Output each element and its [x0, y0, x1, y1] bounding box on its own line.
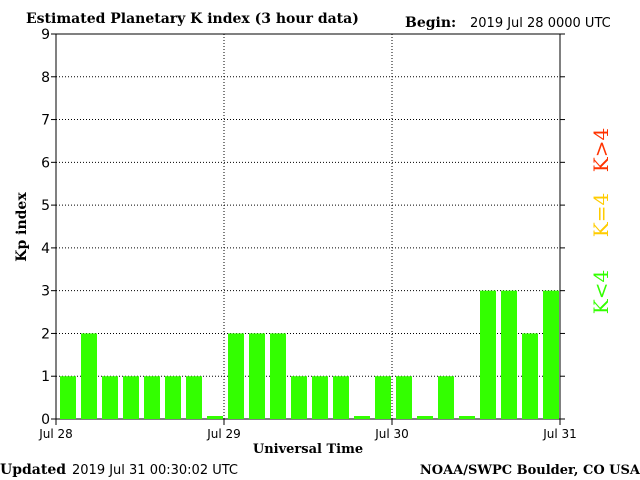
kp-bar — [186, 376, 202, 419]
legend: K>4 K=4 K<4 — [589, 128, 613, 314]
begin-value: 2019 Jul 28 0000 UTC — [470, 16, 611, 31]
kp-bar — [459, 416, 475, 419]
bars — [60, 290, 559, 419]
kp-bar — [291, 376, 307, 419]
y-tick-label: 1 — [41, 369, 50, 385]
legend-entry: K<4 — [589, 270, 613, 314]
y-tick-label: 9 — [41, 27, 50, 43]
kp-bar — [543, 290, 559, 419]
y-tick-label: 5 — [41, 198, 50, 214]
kp-bar — [144, 376, 160, 419]
kp-bar — [81, 333, 97, 419]
y-tick-label: 3 — [41, 284, 50, 300]
kp-bar — [165, 376, 181, 419]
kp-bar — [270, 333, 286, 419]
x-axis-ticks: Jul 28 Jul 29 Jul 30 Jul 31 — [38, 419, 577, 441]
legend-entry: K>4 — [589, 128, 613, 172]
x-tick-label: Jul 29 — [206, 427, 241, 441]
kp-bar — [417, 416, 433, 419]
kp-bar — [333, 376, 349, 419]
kp-bar — [396, 376, 412, 419]
kp-bar — [438, 376, 454, 419]
legend-entry: K=4 — [589, 193, 613, 237]
kp-bar — [228, 333, 244, 419]
kp-bar — [354, 416, 370, 419]
kp-bar — [249, 333, 265, 419]
kp-bar — [312, 376, 328, 419]
kp-bar — [102, 376, 118, 419]
chart-title: Estimated Planetary K index (3 hour data… — [26, 11, 359, 27]
y-tick-label: 0 — [41, 412, 50, 428]
credit-text: NOAA/SWPC Boulder, CO USA — [420, 463, 640, 478]
x-tick-label: Jul 31 — [542, 427, 577, 441]
y-tick-label: 2 — [41, 326, 50, 342]
kp-bar — [60, 376, 76, 419]
y-axis-ticks: 0 1 2 3 4 5 6 7 8 9 — [41, 27, 565, 428]
kp-bar — [501, 290, 517, 419]
plot-frame — [55, 33, 561, 420]
kp-bar — [375, 376, 391, 419]
y-axis-label: Kp index — [14, 192, 30, 262]
updated-value: 2019 Jul 31 00:30:02 UTC — [72, 463, 238, 478]
x-axis-label: Universal Time — [253, 442, 363, 457]
kp-bar — [522, 333, 538, 419]
x-tick-label: Jul 30 — [374, 427, 409, 441]
kp-bar — [480, 290, 496, 419]
y-tick-label: 4 — [41, 241, 50, 257]
grid-lines — [56, 34, 560, 419]
y-tick-label: 7 — [41, 113, 50, 129]
begin-label: Begin: — [405, 15, 456, 31]
kp-bar — [207, 416, 223, 419]
updated-label: Updated — [0, 462, 66, 478]
y-tick-label: 6 — [41, 155, 50, 171]
kp-bar — [123, 376, 139, 419]
x-tick-label: Jul 28 — [38, 427, 73, 441]
y-tick-label: 8 — [41, 70, 50, 86]
